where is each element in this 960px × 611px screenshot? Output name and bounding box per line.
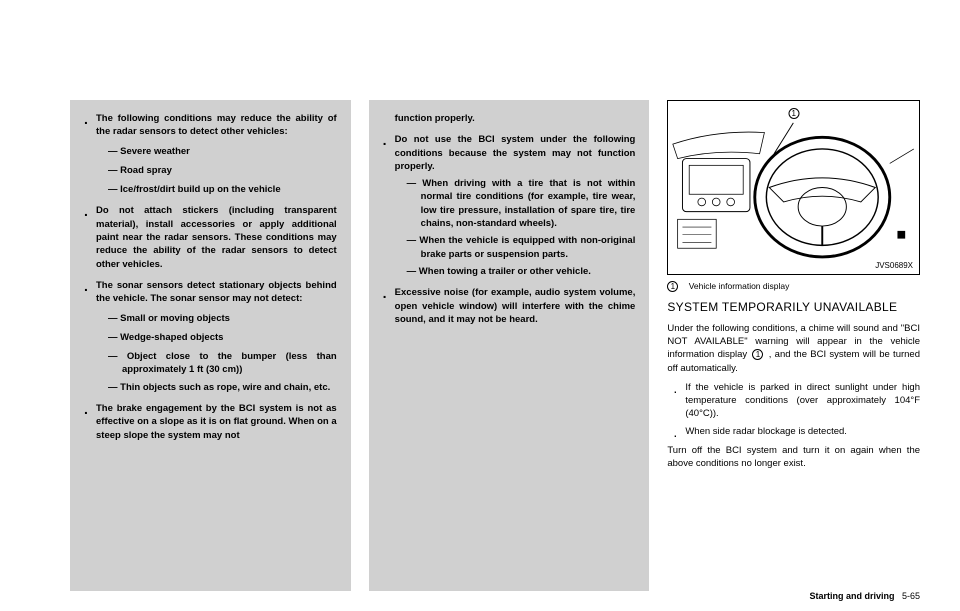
col2-bullet-list: Do not use the BCI system under the foll… xyxy=(383,133,636,326)
col2-item-1-lead: Do not use the BCI system under the foll… xyxy=(395,134,636,172)
col2-continuation: function properly. xyxy=(383,112,636,125)
col1-item-1: The following conditions may reduce the … xyxy=(84,112,337,196)
page-footer: Starting and driving 5-65 xyxy=(809,591,920,601)
col1-item-3-dash-2: — Wedge-shaped objects xyxy=(96,331,337,344)
col1-item-1-dash-3: — Ice/frost/dirt build up on the vehicle xyxy=(96,183,337,196)
footer-page: 5-65 xyxy=(902,591,920,601)
col1-item-3: The sonar sensors detect stationary obje… xyxy=(84,279,337,394)
col1-item-3-lead: The sonar sensors detect stationary obje… xyxy=(96,280,337,304)
footer-section: Starting and driving xyxy=(809,591,894,601)
para-1: Under the following conditions, a chime … xyxy=(667,322,920,375)
col1-item-3-dash-4: — Thin objects such as rope, wire and ch… xyxy=(96,381,337,394)
col2-item-1-dash-3: — When towing a trailer or other vehicle… xyxy=(395,265,636,278)
manual-page: The following conditions may reduce the … xyxy=(70,100,920,591)
figure-code: JVS0689X xyxy=(875,260,913,271)
figure-callout-1: 1 xyxy=(788,107,799,120)
dashboard-figure: 1 JVS0689X xyxy=(667,100,920,275)
section-heading: SYSTEM TEMPORARILY UNAVAILABLE xyxy=(667,299,920,316)
condition-1: If the vehicle is parked in direct sunli… xyxy=(667,381,920,421)
col1-item-4-lead: The brake engagement by the BCI system i… xyxy=(96,403,337,441)
col1-item-1-dash-1: — Severe weather xyxy=(96,145,337,158)
col1-item-3-dash-1: — Small or moving objects xyxy=(96,312,337,325)
para-2: Turn off the BCI system and turn it on a… xyxy=(667,444,920,471)
col2-item-2: Excessive noise (for example, audio syst… xyxy=(383,286,636,326)
column-2-warning: function properly. Do not use the BCI sy… xyxy=(369,100,650,591)
column-1-warning: The following conditions may reduce the … xyxy=(70,100,351,591)
col2-item-1-dash-1: — When driving with a tire that is not w… xyxy=(395,177,636,230)
caption-number-icon: 1 xyxy=(667,281,678,292)
condition-2: When side radar blockage is detected. xyxy=(667,425,920,438)
inline-callout-icon: 1 xyxy=(752,349,763,360)
condition-list: If the vehicle is parked in direct sunli… xyxy=(667,381,920,438)
steering-wheel-illustration xyxy=(668,101,919,274)
col1-item-2: Do not attach stickers (including transp… xyxy=(84,204,337,270)
col1-item-2-lead: Do not attach stickers (including transp… xyxy=(96,205,337,269)
col1-item-1-lead: The following conditions may reduce the … xyxy=(96,113,337,137)
caption-text: Vehicle information display xyxy=(689,281,790,291)
col1-item-4: The brake engagement by the BCI system i… xyxy=(84,402,337,442)
column-3-content: 1 JVS0689X xyxy=(667,100,920,591)
figure-caption: 1 Vehicle information display xyxy=(667,281,920,293)
col2-item-1-dash-2: — When the vehicle is equipped with non-… xyxy=(395,234,636,261)
col2-item-2-lead: Excessive noise (for example, audio syst… xyxy=(395,287,636,325)
callout-number-icon: 1 xyxy=(788,108,799,119)
col1-item-3-dash-3: — Object close to the bumper (less than … xyxy=(96,350,337,377)
col1-item-1-dash-2: — Road spray xyxy=(96,164,337,177)
col2-item-1: Do not use the BCI system under the foll… xyxy=(383,133,636,278)
col1-bullet-list: The following conditions may reduce the … xyxy=(84,112,337,442)
